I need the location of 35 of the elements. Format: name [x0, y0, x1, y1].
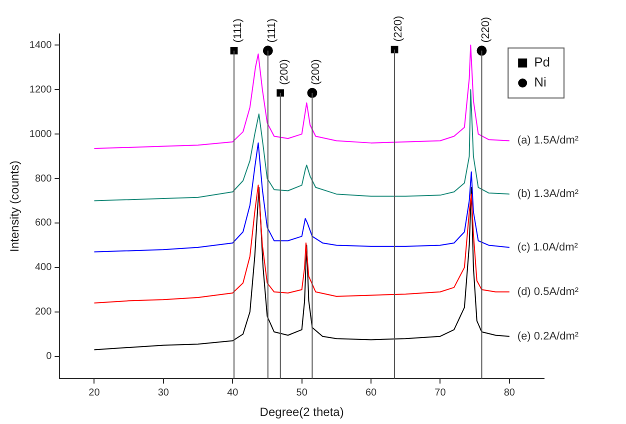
annotation: (200) — [310, 59, 322, 85]
x-tick-label: 80 — [504, 387, 516, 398]
x-tick-label: 30 — [158, 387, 170, 398]
x-axis-title: Degree(2 theta) — [260, 405, 344, 420]
x-tick-label: 70 — [434, 387, 446, 398]
legend-label: Ni — [534, 74, 546, 90]
series-label: (c) 1.0A/dm² — [517, 241, 578, 254]
annotation: (111) — [232, 18, 244, 43]
y-tick-label: 600 — [34, 218, 52, 229]
y-axis-title: Intensity (counts) — [8, 160, 22, 252]
y-tick-label: 200 — [34, 306, 52, 318]
annotation: (220) — [480, 16, 492, 43]
y-tick-label: 800 — [34, 173, 52, 184]
series-label: (d) 0.5A/dm² — [517, 286, 579, 298]
x-tick-label: 40 — [227, 387, 239, 398]
y-tick-label: 0 — [46, 351, 52, 362]
annotation: (111) — [266, 18, 278, 43]
annotation: (220) — [392, 16, 405, 42]
point — [262, 46, 273, 56]
y-tick-label: 1200 — [29, 84, 52, 96]
y-tick-label: 1400 — [29, 40, 52, 51]
x-tick-label: 60 — [365, 387, 378, 398]
point — [476, 46, 487, 56]
x-tick-label: 50 — [296, 387, 308, 398]
series-label: (a) 1.5A/dm² — [517, 134, 579, 147]
point — [230, 46, 238, 54]
point — [276, 89, 284, 97]
y-tick-label: 1000 — [29, 128, 52, 140]
x-tick-label: 20 — [88, 387, 100, 398]
point — [307, 88, 318, 98]
y-tick-label: 400 — [34, 262, 52, 274]
series-label: (e) 0.2A/dm² — [517, 330, 579, 342]
annotation: (200) — [278, 59, 290, 85]
legend-label: Pd — [534, 54, 550, 70]
series-label: (b) 1.3A/dm² — [517, 188, 579, 200]
